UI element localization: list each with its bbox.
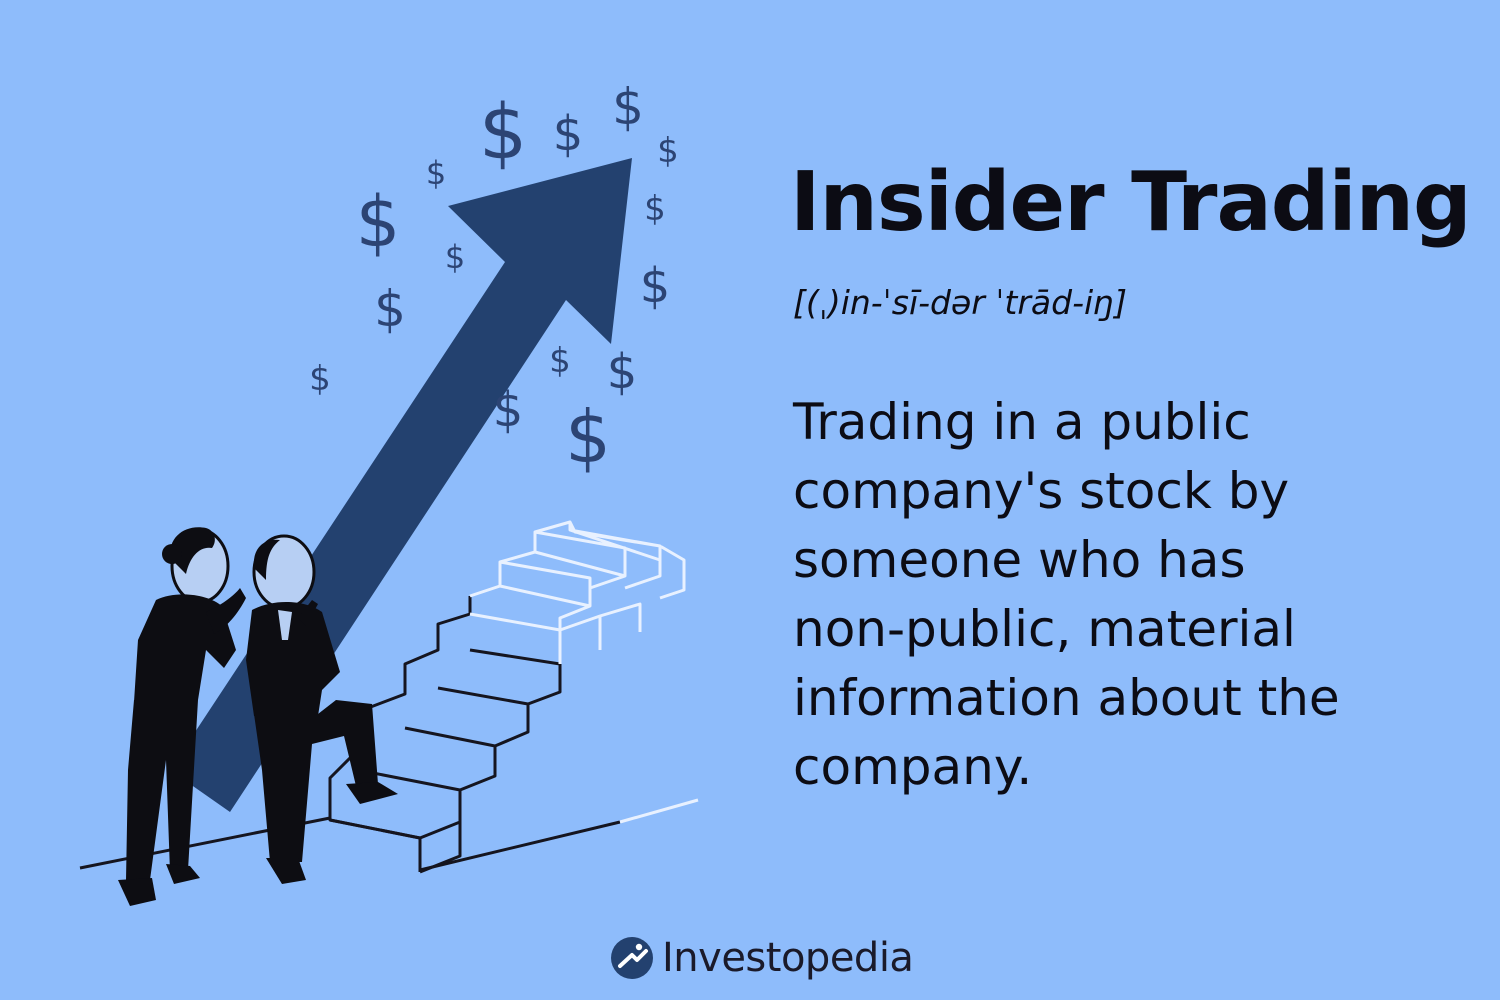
dollar-signs: $ $ $ $ $ $ $ $ $ $ $ $ $ $ $ xyxy=(309,78,679,479)
whispering-woman-figure xyxy=(118,527,246,906)
brand-name: Investopedia xyxy=(662,935,914,981)
dollar-sign-icon: $ xyxy=(426,154,446,192)
definition-line: Trading in a public xyxy=(793,393,1251,451)
dollar-sign-icon: $ xyxy=(565,395,611,479)
definition-line: information about the xyxy=(793,669,1340,727)
dollar-sign-icon: $ xyxy=(356,181,401,263)
dollar-sign-icon: $ xyxy=(549,341,571,381)
dollar-sign-icon: $ xyxy=(445,238,465,276)
pronunciation: [(ˌ)in-ˈsī-dər ˈtrād-iŋ] xyxy=(793,283,1127,322)
dollar-sign-icon: $ xyxy=(374,280,406,338)
dollar-sign-icon: $ xyxy=(612,78,644,136)
definition-line: company. xyxy=(793,738,1033,796)
investopedia-logo-icon xyxy=(611,937,653,979)
dollar-sign-icon: $ xyxy=(644,189,666,229)
dollar-sign-icon: $ xyxy=(607,344,638,400)
staircase-icon xyxy=(328,520,686,874)
definition-text: Trading in a public company's stock by s… xyxy=(793,388,1433,802)
definition-line: non-public, material xyxy=(793,600,1296,658)
brand-footer: Investopedia xyxy=(610,932,914,984)
listening-man-figure xyxy=(246,534,398,884)
illustration: $ $ $ $ $ $ $ $ $ $ $ $ $ $ $ xyxy=(79,78,699,906)
dollar-sign-icon: $ xyxy=(493,382,524,438)
upward-arrow-icon xyxy=(170,158,632,812)
dollar-sign-icon: $ xyxy=(479,87,527,176)
definition-line: someone who has xyxy=(793,531,1246,589)
dollar-sign-icon: $ xyxy=(553,106,584,162)
dollar-sign-icon: $ xyxy=(640,258,671,314)
dollar-sign-icon: $ xyxy=(657,131,679,171)
term-title: Insider Trading xyxy=(790,155,1472,250)
definition-line: company's stock by xyxy=(793,462,1290,520)
dollar-sign-icon: $ xyxy=(309,359,331,399)
